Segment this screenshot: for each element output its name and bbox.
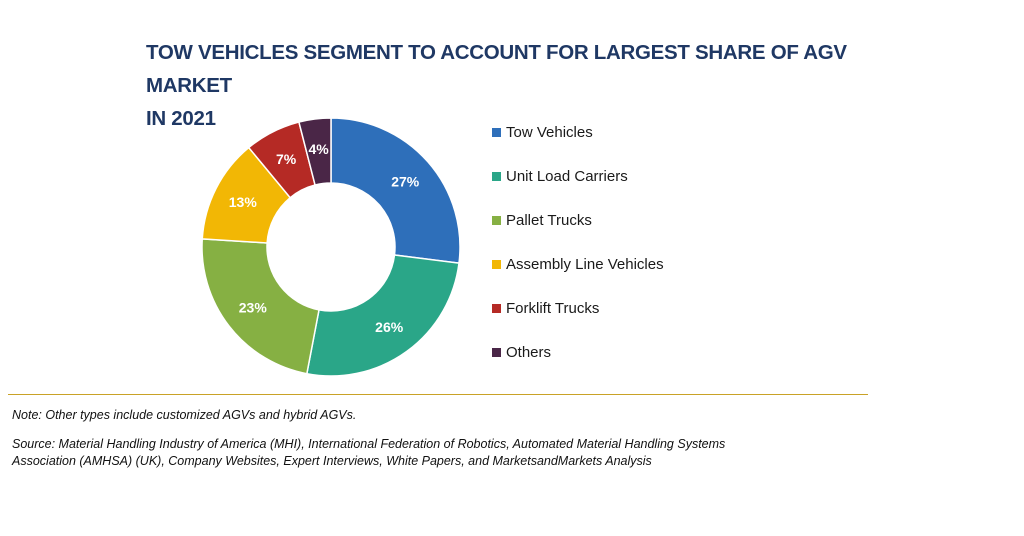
data-label-others: 4%: [308, 141, 329, 157]
legend-swatch-assembly-line-vehicles: [492, 259, 501, 269]
footer-divider: [8, 394, 868, 395]
data-label-assembly-line-vehicles: 13%: [229, 194, 258, 210]
slice-pallet-trucks: [201, 238, 320, 375]
legend-swatch-unit-load-carriers: [492, 171, 501, 181]
legend-label-assembly-line-vehicles: Assembly Line Vehicles: [506, 255, 664, 273]
source-line-2: Association (AMHSA) (UK), Company Websit…: [12, 454, 652, 468]
legend-item-unit-load-carriers: Unit Load Carriers: [492, 165, 664, 187]
data-label-tow-vehicles: 27%: [391, 174, 420, 190]
legend-item-forklift-trucks: Forklift Trucks: [492, 297, 664, 319]
legend-item-others: Others: [492, 341, 664, 363]
legend-swatch-forklift-trucks: [492, 303, 501, 313]
chart-title: TOW VEHICLES SEGMENT TO ACCOUNT FOR LARG…: [146, 36, 866, 135]
legend-swatch-pallet-trucks: [492, 215, 501, 225]
legend-item-pallet-trucks: Pallet Trucks: [492, 209, 664, 231]
slice-tow-vehicles: [330, 117, 461, 265]
chart-source: Source: Material Handling Industry of Am…: [12, 436, 872, 470]
legend-label-others: Others: [506, 343, 552, 361]
legend-swatch-others: [492, 347, 501, 357]
slice-others: [298, 117, 332, 186]
legend-label-tow-vehicles: Tow Vehicles: [506, 123, 593, 141]
legend-item-tow-vehicles: Tow Vehicles: [492, 121, 664, 143]
legend-label-forklift-trucks: Forklift Trucks: [506, 299, 600, 317]
data-label-unit-load-carriers: 26%: [375, 319, 404, 335]
legend-item-assembly-line-vehicles: Assembly Line Vehicles: [492, 253, 664, 275]
slice-unit-load-carriers: [305, 254, 460, 377]
legend-label-pallet-trucks: Pallet Trucks: [506, 211, 592, 229]
chart-title-line-1: TOW VEHICLES SEGMENT TO ACCOUNT FOR LARG…: [146, 41, 847, 97]
chart-note: Note: Other types include customized AGV…: [12, 408, 357, 422]
data-label-pallet-trucks: 23%: [239, 300, 268, 316]
chart-legend: Tow Vehicles Unit Load Carriers Pallet T…: [492, 121, 664, 385]
source-line-1: Source: Material Handling Industry of Am…: [12, 437, 726, 451]
legend-label-unit-load-carriers: Unit Load Carriers: [506, 167, 628, 185]
data-label-forklift-trucks: 7%: [276, 151, 297, 167]
chart-title-line-2: IN 2021: [146, 107, 216, 130]
legend-swatch-tow-vehicles: [492, 127, 501, 137]
